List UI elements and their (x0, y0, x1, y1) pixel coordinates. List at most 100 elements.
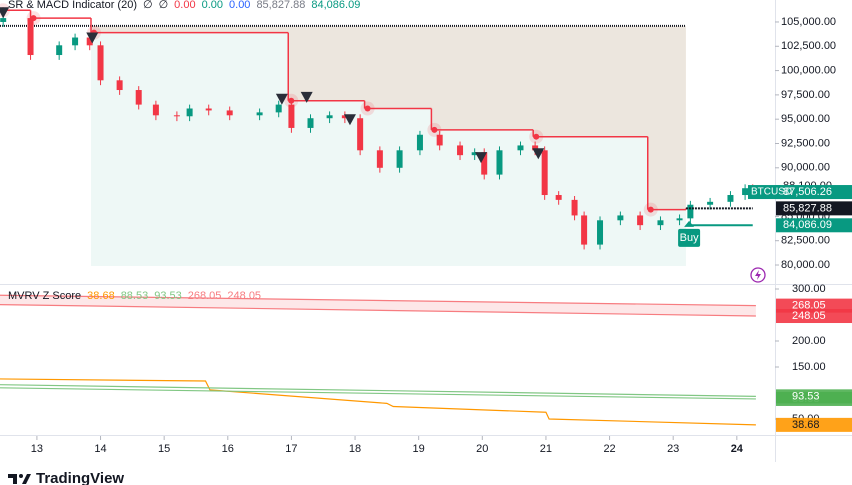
y-tick-label: 90,000.00 (781, 162, 830, 174)
series-line (0, 387, 756, 400)
candle-body (581, 215, 588, 245)
value-tag-label: 268.05 (792, 300, 826, 312)
value-tag-label: 248.05 (792, 310, 826, 322)
y-tick-label: 300.00 (792, 283, 826, 295)
range-area (90, 25, 686, 210)
price-tag-label: 84,086.09 (783, 219, 832, 231)
candle-body (341, 115, 348, 119)
sell-signal (343, 114, 356, 126)
candle-body (0, 18, 7, 22)
alert-bolt (755, 270, 761, 280)
candle-body (376, 150, 383, 168)
y-tick-label: 92,500.00 (781, 137, 830, 149)
y-tick-label: 100,000.00 (781, 64, 836, 76)
buy-box (678, 228, 701, 247)
candle-body (555, 195, 562, 200)
buy-label: Buy (680, 232, 699, 244)
price-tag (776, 218, 852, 233)
price-tag-label: 87,506.26 (783, 186, 832, 198)
candle-body (617, 215, 624, 221)
sell-signal (475, 152, 488, 164)
legend-value: 268.05 (188, 290, 222, 302)
resistance-point (647, 206, 654, 213)
candle-body (27, 18, 34, 56)
panes: 80,000.0082,500.0085,000.0090,000.0092,5… (0, 3, 852, 455)
value-tag (776, 389, 852, 404)
price-tag (776, 185, 852, 200)
candle-body (56, 45, 63, 56)
sell-signal (0, 7, 10, 19)
legend-value: 84,086.09 (311, 0, 360, 11)
y-tick-label: 97,500.00 (781, 89, 830, 101)
resistance-point (533, 133, 540, 140)
candle-body (173, 115, 180, 117)
candle-body (727, 195, 734, 202)
legend-value: 0.00 (174, 0, 195, 11)
candle-body (186, 108, 193, 117)
sell-signal (300, 91, 313, 103)
symbol-tag (748, 185, 781, 200)
band-fill (0, 295, 756, 317)
candle-body (742, 188, 749, 196)
price-tag-label: 85,827.88 (783, 202, 832, 214)
legend-value: 0.00 (202, 0, 223, 11)
candle-body (226, 110, 233, 116)
x-tick-label: 18 (349, 443, 361, 455)
sell-signal (86, 32, 99, 44)
sell-signal (532, 148, 545, 160)
series-line (0, 378, 756, 426)
candle-body (517, 145, 524, 151)
x-tick-label: 20 (476, 443, 488, 455)
series-line (0, 384, 756, 397)
candle-body (676, 218, 683, 221)
logo-mark (22, 474, 31, 484)
candle-body (532, 145, 539, 151)
legend-value: 38.68 (87, 290, 115, 302)
y-tick-label: 95,000.00 (781, 113, 830, 125)
buy-arrow (684, 220, 695, 227)
x-tick-label: 24 (731, 443, 744, 455)
legend-value: ∅ (159, 0, 169, 11)
x-tick-label: 14 (94, 443, 106, 455)
y-tick-label: 80,000.00 (781, 259, 830, 271)
legend-value: 85,827.88 (256, 0, 305, 11)
candle-body (571, 199, 578, 216)
y-tick-label: 200.00 (792, 335, 826, 347)
value-tag (776, 309, 852, 324)
symbol-label: BTCUSD (751, 187, 792, 198)
candle-body (97, 45, 104, 81)
resistance-point (288, 97, 295, 104)
y-tick-label: 82,500.00 (781, 235, 830, 247)
candle-body (72, 37, 79, 46)
candle-body (496, 150, 503, 175)
x-tick-label: 16 (222, 443, 234, 455)
candle-body (471, 152, 478, 156)
candle-body (637, 215, 644, 226)
logo: TradingView (8, 470, 124, 485)
labels: SR & MACD Indicator (20) ∅ ∅ 0.00 0.00 0.00 85… (8, 0, 360, 302)
candle-body (436, 134, 443, 146)
legend-value: 248.05 (227, 290, 261, 302)
x-tick-label: 21 (540, 443, 552, 455)
alert-icon[interactable] (750, 267, 766, 283)
y-tick-label: 150.00 (792, 361, 826, 373)
x-tick-label: 23 (667, 443, 679, 455)
resistance-point (30, 15, 37, 22)
candle-body (457, 145, 464, 156)
value-tag (776, 417, 852, 432)
candle-body (152, 104, 159, 116)
x-tick-label: 17 (285, 443, 297, 455)
candle-body (707, 201, 714, 205)
candle-body (288, 104, 295, 128)
legend-value: ∅ (143, 0, 153, 11)
indicator-title: SR & MACD Indicator (20) (8, 0, 137, 11)
candle-body (275, 104, 282, 113)
candle-body (657, 220, 664, 226)
candle-body (481, 152, 488, 175)
value-tag-label: 38.68 (792, 419, 820, 431)
x-tick-label: 15 (158, 443, 170, 455)
candle-body (86, 37, 93, 46)
mvrv-legend: MVRV Z Score 38.68 88.53 93.53 268.05 248.05 (8, 290, 261, 302)
